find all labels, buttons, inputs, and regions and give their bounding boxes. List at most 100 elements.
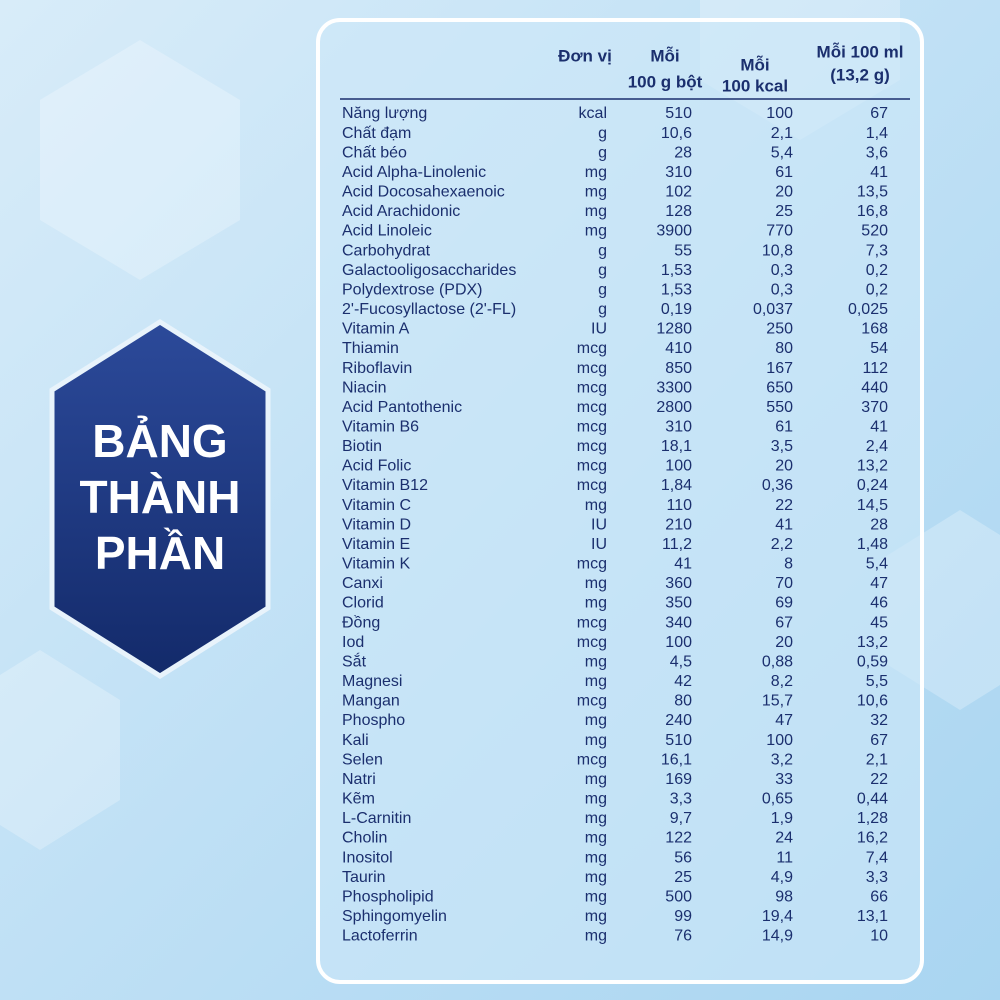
amount: 112 <box>862 360 888 377</box>
amount: 210 <box>665 516 692 533</box>
nutrient-name: Biotin <box>342 438 382 455</box>
unit: mg <box>585 497 607 514</box>
amount: 0,24 <box>857 477 888 494</box>
amount: 1,4 <box>866 125 888 142</box>
amount: 54 <box>870 340 888 357</box>
amount: 0,037 <box>753 301 793 318</box>
nutrient-name: Taurin <box>342 869 386 886</box>
amount: 13,1 <box>857 908 888 925</box>
amount: 102 <box>665 184 692 201</box>
amount: 168 <box>861 321 888 338</box>
amount: 22 <box>870 771 888 788</box>
nutrient-name: Natri <box>342 771 376 788</box>
amount: 500 <box>665 888 692 905</box>
amount: 0,44 <box>857 791 888 808</box>
nutrient-name: Phospholipid <box>342 888 434 905</box>
nutrient-name: Vitamin C <box>342 497 411 514</box>
amount: 55 <box>674 242 692 259</box>
amount: 47 <box>870 575 888 592</box>
unit: mcg <box>577 614 607 631</box>
amount: 11 <box>776 849 793 866</box>
unit: IU <box>591 536 607 553</box>
amount: 76 <box>674 928 692 945</box>
amount: 13,5 <box>857 184 888 201</box>
unit: g <box>598 125 607 142</box>
amount: 80 <box>775 340 793 357</box>
amount: 550 <box>766 399 793 416</box>
amount: 0,2 <box>866 262 888 279</box>
nutrient-name: Cholin <box>342 830 387 847</box>
amount: 25 <box>674 869 692 886</box>
amount: 5,4 <box>866 556 888 573</box>
amount: 0,2 <box>866 281 888 298</box>
nutrient-name: Sphingomyelin <box>342 908 447 925</box>
nutrient-name: Vitamin A <box>342 321 410 338</box>
nutrient-name: L-Carnitin <box>342 810 411 827</box>
nutrient-name: Sắt <box>342 651 367 670</box>
unit: mcg <box>577 693 607 710</box>
amount: 0,36 <box>762 477 793 494</box>
nutrient-name: Acid Linoleic <box>342 223 432 240</box>
amount: 122 <box>665 830 692 847</box>
amount: 8 <box>784 556 793 573</box>
nutrient-name: Polydextrose (PDX) <box>342 281 483 298</box>
nutrient-name: Galactooligosaccharides <box>342 262 516 279</box>
nutrient-name: Vitamin D <box>342 516 411 533</box>
unit: mg <box>585 203 607 220</box>
amount: 0,88 <box>762 653 793 670</box>
amount: 11,2 <box>662 536 692 553</box>
amount: 4,5 <box>670 653 692 670</box>
amount: 340 <box>665 614 692 631</box>
amount: 13,2 <box>857 458 888 475</box>
amount: 0,3 <box>771 262 793 279</box>
nutrient-name: Vitamin E <box>342 536 410 553</box>
amount: 100 <box>665 458 692 475</box>
nutrient-name: Niacin <box>342 379 386 396</box>
amount: 41 <box>870 164 888 181</box>
amount: 41 <box>775 516 793 533</box>
amount: 100 <box>766 732 793 749</box>
amount: 13,2 <box>857 634 888 651</box>
badge-title: BẢNG <box>92 415 227 467</box>
unit: mcg <box>577 477 607 494</box>
amount: 3,2 <box>771 751 793 768</box>
unit: mcg <box>577 340 607 357</box>
unit: mg <box>585 849 607 866</box>
amount: 440 <box>861 379 888 396</box>
amount: 1280 <box>656 321 692 338</box>
amount: 310 <box>665 418 692 435</box>
amount: 10,6 <box>857 693 888 710</box>
table-panel <box>316 18 924 984</box>
unit: mg <box>585 595 607 612</box>
unit: IU <box>591 516 607 533</box>
amount: 16,8 <box>857 203 888 220</box>
nutrient-name: Acid Folic <box>342 458 411 475</box>
unit: mg <box>585 810 607 827</box>
nutrient-name: Thiamin <box>342 340 399 357</box>
amount: 61 <box>775 164 793 181</box>
unit: mcg <box>577 399 607 416</box>
amount: 100 <box>766 105 793 122</box>
unit: mg <box>585 712 607 729</box>
amount: 310 <box>665 164 692 181</box>
amount: 3,6 <box>866 144 888 161</box>
nutrient-name: Vitamin K <box>342 556 411 573</box>
unit: mg <box>585 869 607 886</box>
amount: 360 <box>665 575 692 592</box>
amount: 67 <box>870 732 888 749</box>
unit: mg <box>585 184 607 201</box>
unit: g <box>598 242 607 259</box>
unit: mcg <box>577 458 607 475</box>
nutrient-name: Carbohydrat <box>342 242 431 259</box>
amount: 66 <box>870 888 888 905</box>
nutrient-name: Vitamin B6 <box>342 418 419 435</box>
amount: 128 <box>665 203 692 220</box>
nutrient-name: Riboflavin <box>342 360 412 377</box>
badge-hexagon <box>49 319 271 679</box>
unit: kcal <box>579 105 607 122</box>
amount: 42 <box>674 673 692 690</box>
nutrient-name: Iod <box>342 634 364 651</box>
amount: 4,9 <box>771 869 793 886</box>
amount: 3300 <box>656 379 692 396</box>
